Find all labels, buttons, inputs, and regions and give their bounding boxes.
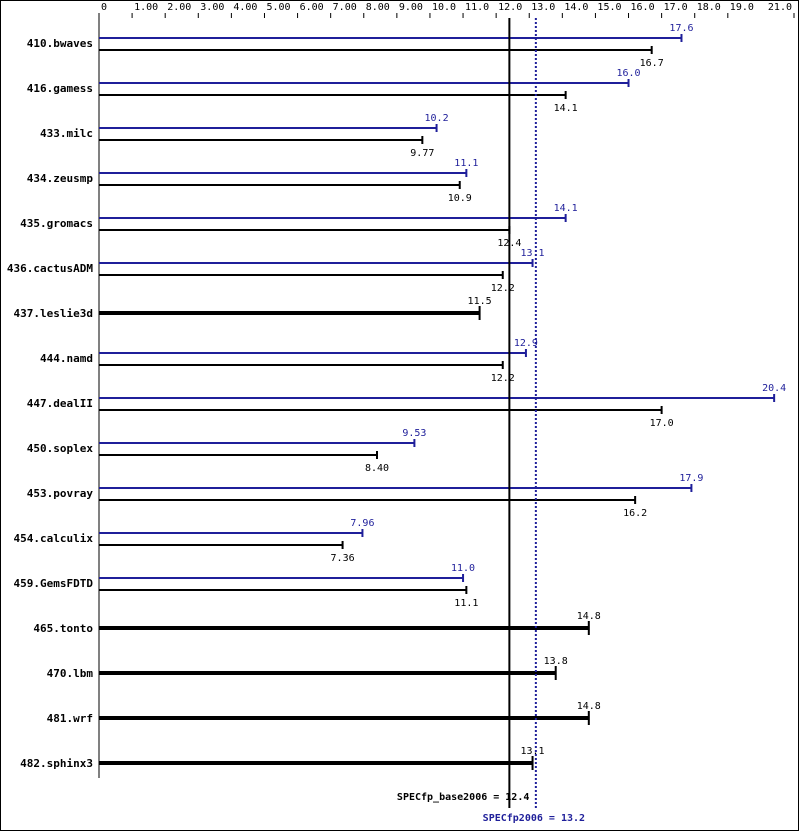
base-value-label: 14.8: [577, 611, 601, 622]
x-tick-label: 0: [101, 2, 107, 13]
base-value-label: 16.7: [640, 58, 664, 69]
x-tick-label: 3.00: [200, 2, 224, 13]
base-value-label: 12.2: [491, 283, 515, 294]
benchmark-label: 450.soplex: [27, 442, 94, 455]
benchmark-label: 436.cactusADM: [7, 262, 93, 275]
benchmark-label: 447.dealII: [27, 397, 93, 410]
peak-value-label: 17.9: [679, 473, 703, 484]
peak-value-label: 20.4: [762, 383, 786, 394]
x-tick-label: 11.0: [465, 2, 489, 13]
x-tick-label: 18.0: [697, 2, 721, 13]
base-value-label: 7.36: [331, 553, 355, 564]
peak-value-label: 17.6: [669, 23, 693, 34]
x-tick-label: 1.00: [134, 2, 158, 13]
base-value-label: 16.2: [623, 508, 647, 519]
benchmark-label: 482.sphinx3: [20, 757, 93, 770]
benchmark-label: 459.GemsFDTD: [14, 577, 94, 590]
peak-value-label: 11.1: [454, 158, 478, 169]
x-tick-label: 6.00: [300, 2, 324, 13]
peak-value-label: 9.53: [402, 428, 426, 439]
x-tick-label: 17.0: [664, 2, 688, 13]
x-tick-label: 16.0: [631, 2, 655, 13]
base-value-label: 14.1: [554, 103, 578, 114]
base-value-label: 9.77: [410, 148, 434, 159]
x-tick-label: 14.0: [564, 2, 588, 13]
x-tick-label: 9.00: [399, 2, 423, 13]
benchmark-label: 437.leslie3d: [14, 307, 93, 320]
peak-value-label: 11.0: [451, 563, 475, 574]
benchmark-label: 416.gamess: [27, 82, 93, 95]
benchmark-label: 453.povray: [27, 487, 94, 500]
benchmark-label: 434.zeusmp: [27, 172, 94, 185]
peak-value-label: 14.1: [554, 203, 578, 214]
base-value-label: 10.9: [448, 193, 472, 204]
peak-value-label: 10.2: [425, 113, 449, 124]
base-value-label: 8.40: [365, 463, 389, 474]
benchmark-label: 454.calculix: [14, 532, 94, 545]
x-tick-label: 10.0: [432, 2, 456, 13]
x-tick-label: 15.0: [597, 2, 621, 13]
x-tick-label: 7.00: [333, 2, 357, 13]
base-value-label: 13.8: [544, 656, 568, 667]
x-tick-label: 4.00: [233, 2, 257, 13]
benchmark-label: 435.gromacs: [20, 217, 93, 230]
x-tick-label: 21.0: [768, 2, 792, 13]
x-tick-label: 12.0: [498, 2, 522, 13]
x-tick-label: 13.0: [531, 2, 555, 13]
peak-value-label: 7.96: [350, 518, 374, 529]
peak-value-label: 13.1: [521, 248, 545, 259]
base-value-label: 12.2: [491, 373, 515, 384]
base-value-label: 17.0: [650, 418, 674, 429]
peak-value-label: 16.0: [616, 68, 640, 79]
x-tick-label: 19.0: [730, 2, 754, 13]
peak-value-label: 12.9: [514, 338, 538, 349]
benchmark-label: 465.tonto: [33, 622, 93, 635]
benchmark-label: 410.bwaves: [27, 37, 93, 50]
x-tick-label: 2.00: [167, 2, 191, 13]
benchmark-label: 433.milc: [40, 127, 93, 140]
benchmark-label: 481.wrf: [47, 712, 93, 725]
base-value-label: 14.8: [577, 701, 601, 712]
base-value-label: 11.1: [454, 598, 478, 609]
x-tick-label: 5.00: [266, 2, 290, 13]
base-value-label: 11.5: [468, 296, 492, 307]
base-mean-label: SPECfp_base2006 = 12.4: [397, 792, 529, 803]
benchmark-label: 444.namd: [40, 352, 93, 365]
x-tick-label: 8.00: [366, 2, 390, 13]
benchmark-label: 470.lbm: [47, 667, 94, 680]
base-value-label: 13.1: [521, 746, 545, 757]
peak-mean-label: SPECfp2006 = 13.2: [483, 813, 585, 824]
